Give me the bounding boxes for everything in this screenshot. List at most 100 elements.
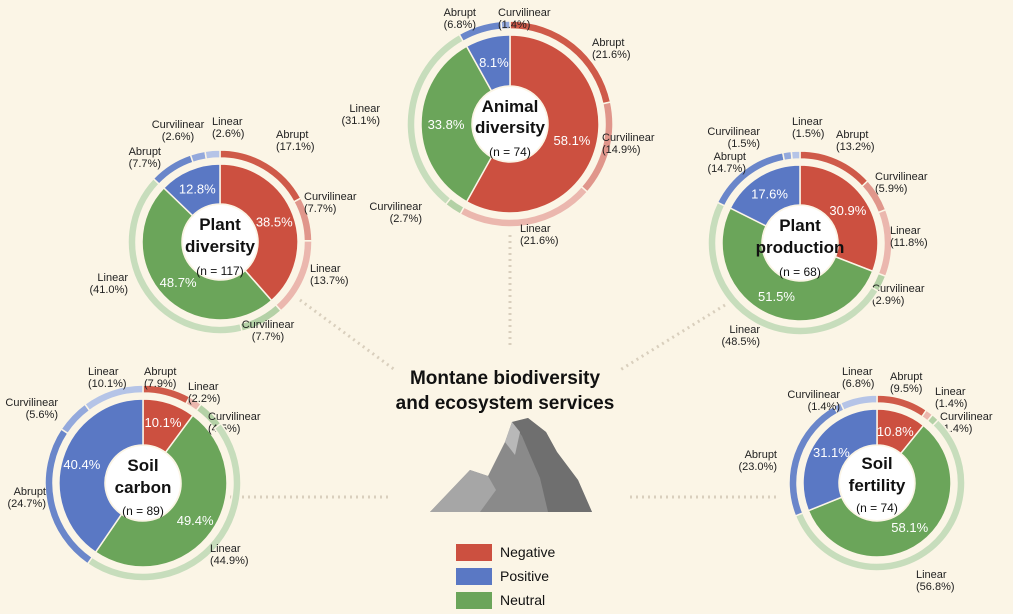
inner-slice-positive <box>162 163 221 217</box>
outer-label-pct-positive-curvilinear: (1.5%) <box>728 138 760 150</box>
outer-label-pct-neutral-linear: (41.0%) <box>89 284 128 296</box>
outer-label-name-positive-abrupt: Abrupt <box>129 146 161 158</box>
outer-label-pct-positive-curvilinear: (1.4%) <box>498 19 530 31</box>
inner-pct-positive: 17.6% <box>751 187 788 202</box>
donut-n-label: (n = 74) <box>489 145 531 159</box>
inner-pct-positive: 8.1% <box>479 55 509 70</box>
outer-label-pct-negative-curvilinear: (5.9%) <box>875 183 907 195</box>
outer-label-name-negative-curvilinear: Curvilinear <box>875 171 928 183</box>
outer-label-pct-positive-linear: (1.5%) <box>792 128 824 140</box>
outer-label-name-negative-curvilinear: Curvilinear <box>602 132 655 144</box>
outer-label-pct-positive-abrupt: (23.0%) <box>738 461 777 473</box>
outer-slice-positive-curvilinear <box>189 150 208 164</box>
donut-hole <box>183 205 257 279</box>
inner-pct-negative: 58.1% <box>554 133 591 148</box>
outer-label-pct-negative-linear: (13.7%) <box>310 275 349 287</box>
outer-label-pct-neutral-curvilinear: (2.7%) <box>390 213 422 225</box>
inner-pct-positive: 31.1% <box>813 445 850 460</box>
inner-pct-negative: 38.5% <box>256 214 293 229</box>
donut-n-label: (n = 68) <box>779 265 821 279</box>
legend-swatch-neutral <box>456 592 492 609</box>
outer-label-name-negative-curvilinear: Curvilinear <box>304 191 357 203</box>
outer-label-name-negative-abrupt: Abrupt <box>890 371 922 383</box>
inner-slice-negative <box>219 163 299 302</box>
inner-slice-neutral <box>807 424 952 558</box>
outer-label-pct-negative-abrupt: (7.9%) <box>144 378 176 390</box>
outer-label-pct-neutral-linear: (56.8%) <box>916 581 955 593</box>
inner-pct-neutral: 58.1% <box>891 520 928 535</box>
inner-pct-positive: 12.8% <box>179 182 216 197</box>
connector-line <box>299 298 396 372</box>
inner-slice-neutral <box>420 45 493 203</box>
outer-label-name-neutral-curvilinear: Curvilinear <box>940 411 993 423</box>
donut-hole <box>840 446 914 520</box>
connector-lines <box>230 235 780 499</box>
outer-label-pct-positive-linear: (6.8%) <box>842 378 874 390</box>
outer-label-name-positive-abrupt: Abrupt <box>14 486 46 498</box>
outer-label-name-negative-abrupt: Abrupt <box>836 129 868 141</box>
outer-label-name-positive-abrupt: Abrupt <box>444 7 476 19</box>
outer-slice-positive-linear <box>204 149 221 160</box>
inner-pct-neutral: 51.5% <box>758 289 795 304</box>
outer-slice-positive-linear <box>839 394 878 412</box>
outer-label-pct-negative-abrupt: (21.6%) <box>592 49 631 61</box>
outer-label-pct-negative-linear: (2.2%) <box>188 393 220 405</box>
center-title-line-2: and ecosystem services <box>396 393 615 414</box>
outer-label-pct-negative-abrupt: (13.2%) <box>836 141 875 153</box>
donut-animal-diversity: 58.1%33.8%8.1%Abrupt(21.6%)Curvilinear(1… <box>341 7 654 247</box>
donut-title-line-2: diversity <box>475 118 545 137</box>
outer-label-pct-negative-linear: (11.8%) <box>890 237 928 249</box>
outer-label-name-positive-linear: Linear <box>88 366 119 378</box>
outer-label-name-neutral-curvilinear: Curvilinear <box>369 201 422 213</box>
outer-label-name-neutral-linear: Linear <box>916 569 947 581</box>
outer-label-pct-negative-curvilinear: (7.7%) <box>304 203 336 215</box>
legend-label-negative: Negative <box>500 544 555 560</box>
donut-title-line-2: carbon <box>115 478 172 497</box>
inner-pct-negative: 10.8% <box>877 424 914 439</box>
outer-label-pct-neutral-linear: (44.9%) <box>210 555 249 567</box>
outer-label-name-negative-linear: Linear <box>890 225 921 237</box>
outer-label-pct-positive-linear: (2.6%) <box>212 128 244 140</box>
center-title-line-1: Montane biodiversity <box>410 368 600 389</box>
inner-slice-neutral <box>94 414 228 568</box>
legend-label-neutral: Neutral <box>500 592 545 608</box>
outer-label-name-negative-abrupt: Abrupt <box>592 37 624 49</box>
outer-label-pct-positive-curvilinear: (2.6%) <box>162 131 194 143</box>
outer-label-name-positive-curvilinear: Curvilinear <box>787 389 840 401</box>
inner-pct-positive: 40.4% <box>63 457 100 472</box>
outer-label-pct-neutral-curvilinear: (2.9%) <box>872 295 904 307</box>
donut-soil-carbon: 10.1%49.4%40.4%Abrupt(7.9%) Linear(2.2%)C… <box>5 366 261 582</box>
outer-label-name-neutral-linear: Linear <box>210 543 241 555</box>
outer-label-name-positive-curvilinear: Curvilinear <box>498 7 551 19</box>
inner-pct-negative: 10.1% <box>145 415 182 430</box>
legend-swatch-negative <box>456 544 492 561</box>
donut-n-label: (n = 74) <box>856 501 898 515</box>
outer-label-name-positive-curvilinear: Curvilinear <box>5 397 58 409</box>
outer-label-pct-neutral-linear: (48.5%) <box>721 336 760 348</box>
donut-title-line-1: Soil <box>861 454 892 473</box>
inner-pct-neutral: 48.7% <box>160 275 197 290</box>
outer-label-pct-positive-linear: (10.1%) <box>88 378 127 390</box>
outer-label-name-neutral-curvilinear: Curvilinear <box>208 411 261 423</box>
inner-slice-positive <box>465 34 511 92</box>
outer-label-name-positive-linear: Linear <box>792 116 823 128</box>
legend-label-positive: Positive <box>500 568 549 584</box>
outer-label-name-neutral-curvilinear: Curvilinear <box>872 283 925 295</box>
outer-label-pct-positive-abrupt: (6.8%) <box>444 19 476 31</box>
outer-label-name-negative-linear: Linear <box>520 223 551 235</box>
outer-label-pct-negative-abrupt: (17.1%) <box>276 141 315 153</box>
inner-slice-neutral <box>141 186 273 321</box>
legend: Negative Positive Neutral <box>456 544 555 609</box>
outer-slice-positive-curvilinear <box>781 150 793 162</box>
center-title: Montane biodiversity and ecosystem servi… <box>396 368 615 414</box>
outer-label-name-negative-abrupt: Abrupt <box>276 129 308 141</box>
donut-n-label: (n = 117) <box>196 264 243 278</box>
outer-label-pct-neutral-linear: (31.1%) <box>341 115 380 127</box>
donut-hole <box>106 446 180 520</box>
donut-hole <box>473 87 547 161</box>
outer-label-name-positive-abrupt: Abrupt <box>714 151 746 163</box>
outer-label-name-neutral-linear: Linear <box>729 324 760 336</box>
outer-label-pct-neutral-curvilinear: (7.7%) <box>252 331 284 343</box>
outer-label-pct-negative-curvilinear: (14.9%) <box>602 144 641 156</box>
inner-slice-positive <box>58 398 144 554</box>
